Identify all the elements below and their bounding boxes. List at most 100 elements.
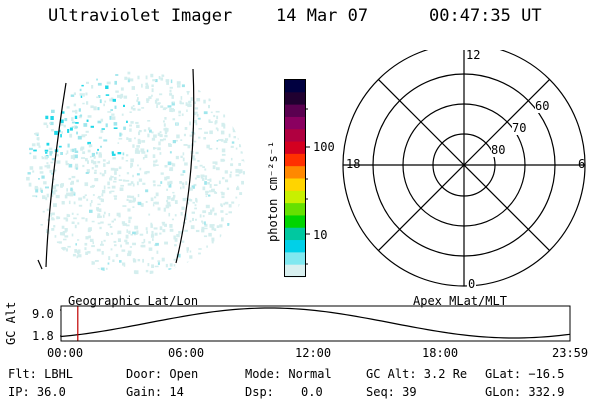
auroral-speckle <box>159 152 162 155</box>
auroral-speckle <box>58 145 62 148</box>
auroral-speckle <box>225 179 229 183</box>
info-glon: GLon: 332.9 <box>485 385 565 399</box>
auroral-speckle <box>194 177 197 180</box>
auroral-speckle <box>174 237 178 242</box>
auroral-speckle <box>235 147 238 150</box>
auroral-speckle <box>172 109 175 112</box>
auroral-speckle <box>141 151 146 154</box>
auroral-speckle <box>45 152 48 154</box>
auroral-speckle <box>94 164 99 168</box>
auroral-speckle <box>105 85 109 89</box>
auroral-speckle <box>182 185 185 189</box>
auroral-speckle <box>84 247 87 251</box>
auroral-speckle <box>232 128 236 133</box>
auroral-speckle <box>196 114 199 117</box>
auroral-speckle <box>200 174 205 178</box>
auroral-speckle <box>126 137 129 140</box>
auroral-speckle <box>119 132 122 137</box>
auroral-speckle <box>103 139 108 142</box>
auroral-speckle <box>91 245 95 248</box>
auroral-speckle <box>41 175 45 179</box>
auroral-speckle <box>223 123 226 127</box>
auroral-speckle <box>108 256 111 260</box>
auroral-speckle <box>173 194 176 198</box>
auroral-speckle <box>169 151 172 154</box>
auroral-speckle <box>152 238 154 241</box>
auroral-speckle <box>87 149 91 153</box>
auroral-speckle <box>171 101 175 106</box>
auroral-speckle <box>155 98 159 101</box>
auroral-speckle <box>172 118 176 121</box>
auroral-speckle <box>46 164 51 169</box>
auroral-speckle <box>104 100 107 103</box>
auroral-speckle <box>217 128 219 132</box>
auroral-speckle <box>132 105 135 107</box>
auroral-speckle <box>51 158 55 161</box>
auroral-speckle <box>154 196 157 199</box>
auroral-speckle <box>153 147 157 150</box>
auroral-speckle <box>71 121 76 124</box>
auroral-speckle <box>193 140 197 143</box>
auroral-speckle <box>156 104 158 108</box>
colorbar-cell <box>285 240 305 253</box>
auroral-speckle <box>81 217 85 220</box>
auroral-speckle <box>96 248 101 252</box>
auroral-speckle <box>109 115 112 120</box>
auroral-speckle <box>195 151 199 155</box>
auroral-speckle <box>166 196 171 200</box>
auroral-speckle <box>77 222 80 225</box>
auroral-speckle <box>180 173 184 176</box>
auroral-speckle <box>184 162 188 166</box>
auroral-speckle <box>78 254 82 258</box>
auroral-speckle <box>99 226 102 230</box>
auroral-speckle <box>113 127 118 129</box>
auroral-speckle <box>190 225 195 230</box>
auroral-speckle <box>69 192 74 197</box>
auroral-speckle <box>127 71 131 75</box>
auroral-speckle <box>100 145 102 148</box>
auroral-speckle <box>182 152 185 156</box>
auroral-speckle <box>150 73 154 78</box>
auroral-speckle <box>73 217 77 220</box>
auroral-speckle <box>93 106 97 111</box>
auroral-speckle <box>203 111 208 115</box>
auroral-speckle <box>100 243 104 246</box>
auroral-speckle <box>151 264 154 268</box>
auroral-speckle <box>127 183 132 186</box>
auroral-speckle <box>198 89 201 93</box>
auroral-speckle <box>199 164 203 167</box>
auroral-speckle <box>132 174 134 178</box>
auroral-speckle <box>74 150 79 153</box>
auroral-speckle <box>130 106 133 110</box>
auroral-speckle <box>122 152 125 156</box>
auroral-speckle <box>203 235 208 238</box>
info-dsp-value: 0.0 <box>301 385 323 399</box>
polar-mlt-plot <box>342 50 586 287</box>
colorbar-tick-label-10: 10 <box>313 228 328 242</box>
auroral-speckle <box>221 122 225 127</box>
auroral-speckle <box>39 171 44 174</box>
auroral-speckle <box>68 200 71 205</box>
auroral-speckle <box>195 122 198 126</box>
auroral-speckle <box>225 140 228 143</box>
mlt-label-6: 6 <box>578 157 586 171</box>
colorbar-cell <box>285 215 305 229</box>
auroral-speckle <box>224 138 229 141</box>
auroral-speckle <box>127 208 131 212</box>
auroral-speckle <box>56 216 59 220</box>
auroral-speckle <box>33 149 37 152</box>
auroral-speckle <box>105 232 108 235</box>
auroral-speckle <box>194 204 197 207</box>
auroral-speckle <box>145 269 149 273</box>
auroral-speckle <box>41 157 45 160</box>
auroral-speckle <box>32 170 35 173</box>
colorbar-cells <box>285 80 305 278</box>
auroral-speckle <box>241 159 245 162</box>
auroral-speckle <box>80 146 85 150</box>
auroral-speckle <box>129 246 132 248</box>
auroral-speckle <box>69 127 73 131</box>
auroral-speckle <box>144 154 148 158</box>
auroral-speckle <box>117 142 120 144</box>
auroral-speckle <box>43 181 47 185</box>
auroral-speckle <box>103 239 106 242</box>
